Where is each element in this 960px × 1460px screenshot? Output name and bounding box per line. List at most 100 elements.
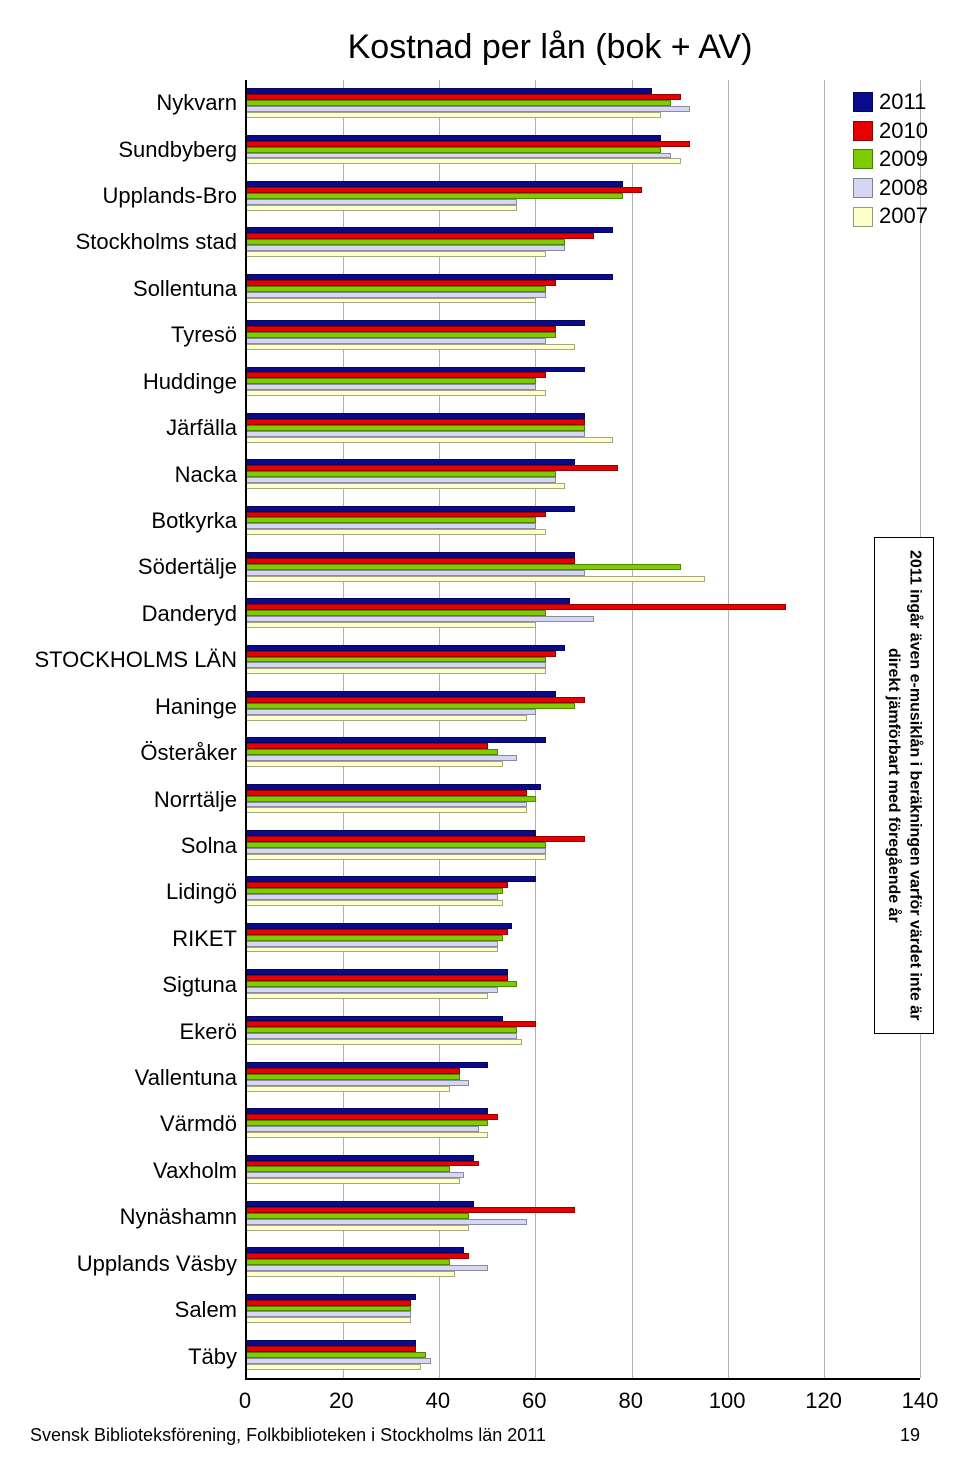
y-axis-label: Järfälla bbox=[30, 405, 245, 451]
bar-group bbox=[247, 80, 920, 126]
legend-item: 2009 bbox=[853, 145, 928, 174]
y-axis-label: RIKET bbox=[30, 916, 245, 962]
bar bbox=[247, 483, 920, 489]
y-axis-label: Tyresö bbox=[30, 312, 245, 358]
plot-area bbox=[245, 80, 920, 1380]
bar bbox=[247, 158, 920, 164]
bar-group bbox=[247, 683, 920, 729]
bar-group bbox=[247, 544, 920, 590]
y-axis-label: Nacka bbox=[30, 451, 245, 497]
y-axis-label: Ekerö bbox=[30, 1008, 245, 1054]
legend-swatch bbox=[853, 178, 873, 198]
bar-group bbox=[247, 405, 920, 451]
chart: NykvarnSundbybergUpplands-BroStockholms … bbox=[30, 80, 920, 1380]
bar bbox=[247, 1225, 920, 1231]
bar bbox=[247, 251, 920, 257]
bar-fill bbox=[247, 158, 681, 164]
bar-fill bbox=[247, 622, 536, 628]
x-tick-label: 0 bbox=[239, 1388, 251, 1414]
x-tick-label: 40 bbox=[426, 1388, 450, 1414]
y-axis-label: Vallentuna bbox=[30, 1055, 245, 1101]
bar-group bbox=[247, 1146, 920, 1192]
bar-rows bbox=[247, 80, 920, 1378]
bar-fill bbox=[247, 1364, 421, 1370]
bar-group bbox=[247, 822, 920, 868]
y-axis-label: Danderyd bbox=[30, 591, 245, 637]
bar-group bbox=[247, 265, 920, 311]
y-axis-label: Huddinge bbox=[30, 359, 245, 405]
bar bbox=[247, 1039, 920, 1045]
bar bbox=[247, 298, 920, 304]
bar bbox=[247, 993, 920, 999]
legend-label: 2010 bbox=[879, 117, 928, 146]
legend-label: 2007 bbox=[879, 202, 928, 231]
y-axis-label: Lidingö bbox=[30, 869, 245, 915]
x-axis: 020406080100120140 bbox=[245, 1388, 920, 1418]
bar-fill bbox=[247, 900, 503, 906]
bar bbox=[247, 668, 920, 674]
bar-group bbox=[247, 126, 920, 172]
footer-page-number: 19 bbox=[900, 1425, 920, 1446]
bar-fill bbox=[247, 112, 661, 118]
y-axis-label: Vaxholm bbox=[30, 1148, 245, 1194]
bar-fill bbox=[247, 529, 546, 535]
bar-fill bbox=[247, 807, 527, 813]
y-axis-label: Nynäshamn bbox=[30, 1194, 245, 1240]
x-tick-label: 80 bbox=[618, 1388, 642, 1414]
bar bbox=[247, 622, 920, 628]
bar-group bbox=[247, 1332, 920, 1378]
bar-fill bbox=[247, 298, 536, 304]
bar-fill bbox=[247, 344, 575, 350]
footer: Svensk Biblioteksförening, Folkbibliotek… bbox=[30, 1425, 920, 1446]
y-axis-label: Stockholms stad bbox=[30, 219, 245, 265]
x-tick-label: 20 bbox=[329, 1388, 353, 1414]
bar bbox=[247, 437, 920, 443]
bar-group bbox=[247, 1100, 920, 1146]
bar-fill bbox=[247, 1225, 469, 1231]
legend-item: 2008 bbox=[853, 174, 928, 203]
x-tick-label: 120 bbox=[805, 1388, 842, 1414]
bar-fill bbox=[247, 576, 705, 582]
y-axis-label: Sollentuna bbox=[30, 266, 245, 312]
bar bbox=[247, 900, 920, 906]
bar-fill bbox=[247, 1132, 488, 1138]
legend-label: 2008 bbox=[879, 174, 928, 203]
bar-fill bbox=[247, 854, 546, 860]
bar-group bbox=[247, 590, 920, 636]
bar-group bbox=[247, 451, 920, 497]
bar-group bbox=[247, 636, 920, 682]
bar-group bbox=[247, 1239, 920, 1285]
chart-body: NykvarnSundbybergUpplands-BroStockholms … bbox=[30, 80, 920, 1380]
bar bbox=[247, 1086, 920, 1092]
legend-item: 2007 bbox=[853, 202, 928, 231]
bar-group bbox=[247, 775, 920, 821]
legend-item: 2010 bbox=[853, 117, 928, 146]
bar bbox=[247, 390, 920, 396]
y-axis-label: Sundbyberg bbox=[30, 126, 245, 172]
bar bbox=[247, 205, 920, 211]
bar bbox=[247, 1364, 920, 1370]
legend-swatch bbox=[853, 207, 873, 227]
y-axis-label: Södertälje bbox=[30, 544, 245, 590]
footer-left: Svensk Biblioteksförening, Folkbibliotek… bbox=[30, 1425, 546, 1446]
bar-group bbox=[247, 914, 920, 960]
y-axis-label: Österåker bbox=[30, 730, 245, 776]
bar-group bbox=[247, 1285, 920, 1331]
bar bbox=[247, 344, 920, 350]
legend-swatch bbox=[853, 92, 873, 112]
bar-group bbox=[247, 358, 920, 404]
bar-fill bbox=[247, 205, 517, 211]
bar bbox=[247, 854, 920, 860]
bar-fill bbox=[247, 715, 527, 721]
bar-fill bbox=[247, 761, 503, 767]
bar-group bbox=[247, 1054, 920, 1100]
bar-fill bbox=[247, 1317, 411, 1323]
note-box: 2011 ingår även e-musiklån i beräkningen… bbox=[874, 537, 934, 1034]
bar-group bbox=[247, 497, 920, 543]
bar bbox=[247, 576, 920, 582]
y-axis-label: Salem bbox=[30, 1287, 245, 1333]
bar-fill bbox=[247, 947, 498, 953]
bar bbox=[247, 529, 920, 535]
bar-group bbox=[247, 961, 920, 1007]
bar-fill bbox=[247, 1271, 455, 1277]
